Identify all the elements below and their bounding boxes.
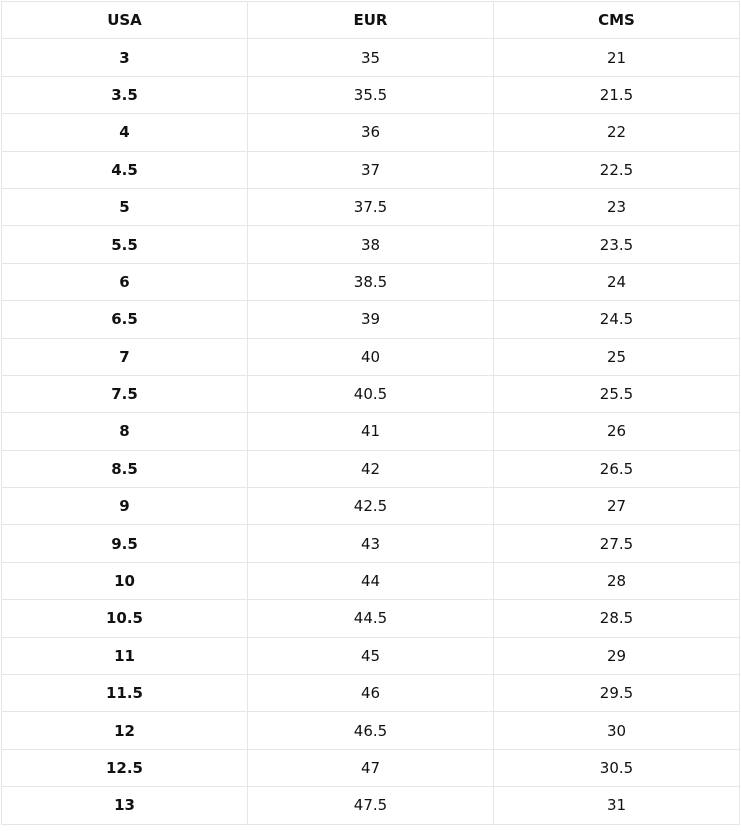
cell-cms: 23 <box>493 187 740 227</box>
cell-eur: 42.5 <box>247 487 494 526</box>
cell-cms: 30 <box>493 711 740 750</box>
cell-cms: 27 <box>493 487 740 526</box>
table-row: 11.5 46 29.5 <box>1 674 740 713</box>
cell-usa: 10.5 <box>1 599 248 638</box>
cell-cms: 22 <box>493 113 740 152</box>
table-row: 10 44 28 <box>1 561 740 601</box>
cell-eur: 47 <box>247 748 494 788</box>
cell-usa: 11 <box>1 636 248 676</box>
table-row: 6 38.5 24 <box>1 262 740 302</box>
table-row: 12 46.5 30 <box>1 711 740 750</box>
cell-eur: 40 <box>247 337 494 376</box>
cell-cms: 24.5 <box>493 300 740 339</box>
cell-cms: 31 <box>493 786 740 825</box>
cell-eur: 35 <box>247 38 494 77</box>
table-row: 5.5 38 23.5 <box>1 225 740 264</box>
cell-usa: 9 <box>1 487 248 526</box>
cell-cms: 27.5 <box>493 524 740 563</box>
table-row: 4 36 22 <box>1 113 740 152</box>
cell-cms: 21 <box>493 38 740 77</box>
table-row: 7 40 25 <box>1 337 740 376</box>
cell-usa: 10 <box>1 561 248 601</box>
cell-usa: 11.5 <box>1 674 248 713</box>
cell-usa: 4 <box>1 113 248 152</box>
cell-cms: 29 <box>493 636 740 676</box>
header-eur: EUR <box>247 0 494 40</box>
cell-eur: 44 <box>247 561 494 601</box>
table-row: 11 45 29 <box>1 636 740 676</box>
cell-cms: 23.5 <box>493 225 740 264</box>
cell-usa: 5 <box>1 187 248 227</box>
cell-eur: 40.5 <box>247 374 494 414</box>
cell-cms: 29.5 <box>493 674 740 713</box>
cell-usa: 6 <box>1 262 248 302</box>
cell-cms: 28.5 <box>493 599 740 638</box>
cell-eur: 46.5 <box>247 711 494 750</box>
cell-usa: 5.5 <box>1 225 248 264</box>
cell-usa: 13 <box>1 786 248 825</box>
table-row: 9.5 43 27.5 <box>1 524 740 563</box>
cell-cms: 21.5 <box>493 75 740 115</box>
cell-cms: 28 <box>493 561 740 601</box>
cell-usa: 4.5 <box>1 150 248 189</box>
cell-usa: 3 <box>1 38 248 77</box>
cell-usa: 3.5 <box>1 75 248 115</box>
header-row: USA EUR CMS <box>1 0 740 40</box>
cell-eur: 37 <box>247 150 494 189</box>
table-row: 8.5 42 26.5 <box>1 449 740 489</box>
cell-cms: 25.5 <box>493 374 740 414</box>
cell-usa: 7.5 <box>1 374 248 414</box>
table-row: 7.5 40.5 25.5 <box>1 374 740 414</box>
cell-usa: 12.5 <box>1 748 248 788</box>
header-cms: CMS <box>493 0 740 40</box>
header-usa: USA <box>1 0 248 40</box>
cell-usa: 6.5 <box>1 300 248 339</box>
cell-cms: 24 <box>493 262 740 302</box>
cell-eur: 47.5 <box>247 786 494 825</box>
cell-usa: 7 <box>1 337 248 376</box>
cell-usa: 9.5 <box>1 524 248 563</box>
cell-eur: 41 <box>247 412 494 451</box>
cell-usa: 8.5 <box>1 449 248 489</box>
table-row: 3 35 21 <box>1 38 740 77</box>
cell-eur: 44.5 <box>247 599 494 638</box>
table-row: 4.5 37 22.5 <box>1 150 740 189</box>
cell-eur: 39 <box>247 300 494 339</box>
cell-eur: 43 <box>247 524 494 563</box>
cell-usa: 12 <box>1 711 248 750</box>
cell-eur: 45 <box>247 636 494 676</box>
table-row: 3.5 35.5 21.5 <box>1 75 740 115</box>
table-row: 8 41 26 <box>1 412 740 451</box>
cell-eur: 38 <box>247 225 494 264</box>
table-row: 10.5 44.5 28.5 <box>1 599 740 638</box>
table-row: 12.5 47 30.5 <box>1 748 740 788</box>
cell-eur: 38.5 <box>247 262 494 302</box>
cell-eur: 35.5 <box>247 75 494 115</box>
cell-cms: 25 <box>493 337 740 376</box>
cell-cms: 26.5 <box>493 449 740 489</box>
cell-eur: 46 <box>247 674 494 713</box>
cell-cms: 22.5 <box>493 150 740 189</box>
cell-cms: 30.5 <box>493 748 740 788</box>
table-row: 5 37.5 23 <box>1 187 740 227</box>
table-row: 13 47.5 31 <box>1 786 740 825</box>
cell-usa: 8 <box>1 412 248 451</box>
table-row: 6.5 39 24.5 <box>1 300 740 339</box>
cell-eur: 42 <box>247 449 494 489</box>
cell-cms: 26 <box>493 412 740 451</box>
cell-eur: 37.5 <box>247 187 494 227</box>
cell-eur: 36 <box>247 113 494 152</box>
table-row: 9 42.5 27 <box>1 487 740 526</box>
